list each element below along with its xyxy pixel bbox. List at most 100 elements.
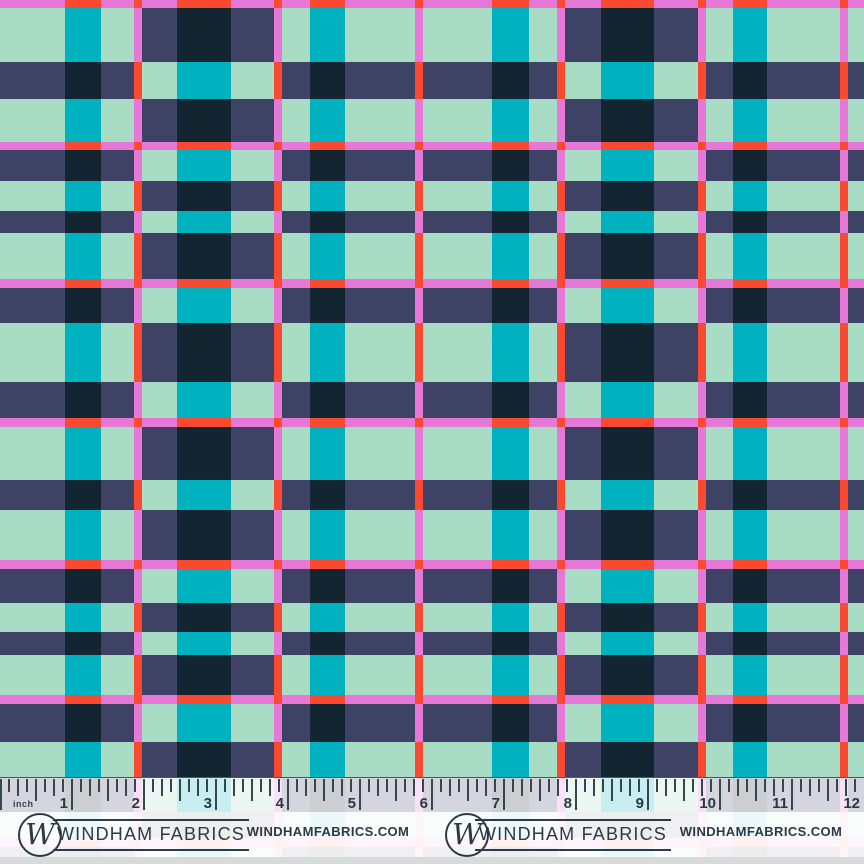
horizontal-line-orange-segment xyxy=(177,418,231,427)
plaid-cell xyxy=(492,632,529,655)
plaid-cell xyxy=(565,150,601,181)
quarter-inch-tick xyxy=(809,779,811,796)
plaid-cell xyxy=(733,323,767,382)
plaid-cell xyxy=(231,211,274,233)
plaid-cell xyxy=(177,150,231,181)
vertical-line-orange-segment xyxy=(274,323,282,382)
inch-tick xyxy=(287,779,289,810)
plaid-cell xyxy=(565,288,601,323)
plaid-cell xyxy=(231,99,274,142)
ruler-number-11: 11 xyxy=(772,795,788,812)
plaid-cell xyxy=(345,603,415,632)
quarter-inch-tick xyxy=(377,779,379,796)
vertical-line-orange-segment xyxy=(840,742,848,777)
plaid-cell xyxy=(706,510,733,560)
plaid-cell xyxy=(706,569,733,603)
plaid-cell xyxy=(423,569,492,603)
horizontal-line-orange-segment xyxy=(733,0,767,8)
plaid-cell xyxy=(733,211,767,233)
plaid-cell xyxy=(529,211,557,233)
plaid-cell xyxy=(282,510,310,560)
plaid-cell xyxy=(733,8,767,62)
plaid-cell xyxy=(101,569,134,603)
plaid-cell xyxy=(654,181,698,211)
plaid-cell xyxy=(142,233,177,279)
plaid-cell xyxy=(848,632,864,655)
vertical-line-orange-segment xyxy=(134,181,142,211)
plaid-cell xyxy=(601,382,654,418)
plaid-cell xyxy=(282,632,310,655)
eighth-inch-tick xyxy=(692,779,694,792)
ruler-number-6: 6 xyxy=(419,795,428,812)
eighth-inch-tick xyxy=(584,779,586,792)
plaid-cell xyxy=(231,480,274,510)
ruler-number-7: 7 xyxy=(491,795,500,812)
plaid-cell xyxy=(101,8,134,62)
vertical-line-orange-segment xyxy=(274,480,282,510)
plaid-cell xyxy=(282,603,310,632)
vertical-line-orange-segment xyxy=(698,62,706,99)
quarter-inch-tick xyxy=(449,779,451,796)
plaid-cell xyxy=(310,150,345,181)
horizontal-grid-line xyxy=(0,0,864,8)
plaid-cell xyxy=(231,427,274,480)
plaid-cell xyxy=(65,8,101,62)
quarter-inch-tick xyxy=(557,779,559,796)
quarter-inch-tick xyxy=(593,779,595,796)
vertical-line-orange-segment xyxy=(557,233,565,279)
plaid-cell xyxy=(423,99,492,142)
plaid-cell xyxy=(529,427,557,480)
plaid-cell xyxy=(423,150,492,181)
plaid-cell xyxy=(0,632,65,655)
vertical-grid-line xyxy=(274,0,282,864)
plaid-cell xyxy=(310,510,345,560)
vertical-line-orange-segment xyxy=(840,181,848,211)
plaid-cell xyxy=(65,181,101,211)
quarter-inch-tick xyxy=(17,779,19,796)
horizontal-line-orange-segment xyxy=(601,695,654,704)
grid-line-crossing xyxy=(698,695,706,704)
eighth-inch-tick xyxy=(188,779,190,792)
horizontal-line-orange-segment xyxy=(492,0,529,8)
grid-line-crossing xyxy=(415,695,423,704)
grid-line-crossing xyxy=(840,142,848,150)
plaid-cell xyxy=(848,150,864,181)
plaid-cell xyxy=(767,603,840,632)
plaid-cell xyxy=(492,480,529,510)
plaid-cell xyxy=(565,632,601,655)
plaid-cell xyxy=(310,211,345,233)
vertical-line-orange-segment xyxy=(840,233,848,279)
plaid-cell xyxy=(310,323,345,382)
plaid-cell xyxy=(101,211,134,233)
inch-tick xyxy=(575,779,577,810)
plaid-cell xyxy=(492,8,529,62)
vertical-line-orange-segment xyxy=(274,655,282,695)
plaid-cell xyxy=(848,742,864,777)
plaid-cell xyxy=(177,704,231,742)
plaid-cell xyxy=(310,382,345,418)
plaid-cell xyxy=(0,480,65,510)
plaid-cell xyxy=(654,655,698,695)
eighth-inch-tick xyxy=(620,779,622,792)
half-inch-tick xyxy=(755,779,757,801)
eighth-inch-tick xyxy=(296,779,298,792)
plaid-cell xyxy=(565,510,601,560)
plaid-cell xyxy=(282,211,310,233)
ruler-number-8: 8 xyxy=(563,795,572,812)
plaid-cell xyxy=(706,603,733,632)
plaid-cell xyxy=(423,211,492,233)
eighth-inch-tick xyxy=(116,779,118,792)
horizontal-line-orange-segment xyxy=(310,279,345,288)
plaid-cell xyxy=(310,480,345,510)
vertical-line-orange-segment xyxy=(557,323,565,382)
horizontal-grid-line xyxy=(0,418,864,427)
vertical-line-orange-segment xyxy=(415,655,423,695)
plaid-cell xyxy=(65,632,101,655)
plaid-cell xyxy=(601,569,654,603)
plaid-cell xyxy=(0,150,65,181)
plaid-cell xyxy=(601,742,654,777)
plaid-cell xyxy=(65,62,101,99)
plaid-cell xyxy=(565,480,601,510)
vertical-grid-line xyxy=(840,0,848,864)
